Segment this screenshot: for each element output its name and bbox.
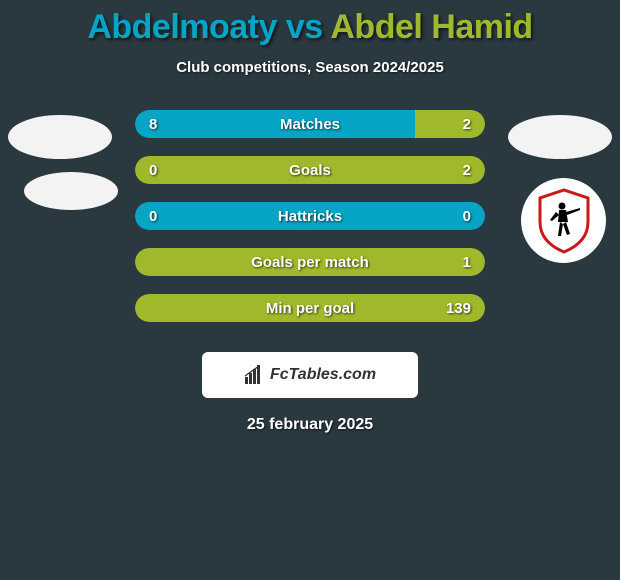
subtitle: Club competitions, Season 2024/2025 [0, 59, 620, 76]
stat-row: 8Matches2 [135, 110, 485, 138]
stat-row: Min per goal139 [135, 294, 485, 322]
stats-list: 8Matches20Goals20Hattricks0Goals per mat… [135, 110, 485, 322]
stat-label: Goals [135, 162, 485, 179]
club-shield-icon [536, 188, 592, 254]
source-text: FcTables.com [270, 366, 376, 384]
stat-value-right: 2 [463, 116, 471, 133]
vs-text: vs [286, 8, 323, 46]
stat-label: Matches [135, 116, 485, 133]
stat-value-right: 1 [463, 254, 471, 271]
player2-name: Abdel Hamid [330, 8, 532, 46]
stat-label: Hattricks [135, 208, 485, 225]
player1-avatar-top [8, 115, 112, 159]
player2-club-badge [521, 178, 606, 263]
stat-label: Min per goal [135, 300, 485, 317]
stat-row: Goals per match1 [135, 248, 485, 276]
page-title: Abdelmoaty vs Abdel Hamid [0, 8, 620, 47]
stat-row: 0Hattricks0 [135, 202, 485, 230]
source-box: FcTables.com [202, 352, 418, 398]
stat-value-right: 2 [463, 162, 471, 179]
stat-value-right: 139 [446, 300, 471, 317]
bars-icon [244, 365, 266, 385]
stat-label: Goals per match [135, 254, 485, 271]
player1-name: Abdelmoaty [87, 8, 277, 46]
comparison-card: Abdelmoaty vs Abdel Hamid Club competiti… [0, 0, 620, 434]
player1-avatar-bottom [24, 172, 118, 210]
date-text: 25 february 2025 [0, 416, 620, 434]
player2-avatar-top [508, 115, 612, 159]
stat-value-right: 0 [463, 208, 471, 225]
stat-row: 0Goals2 [135, 156, 485, 184]
